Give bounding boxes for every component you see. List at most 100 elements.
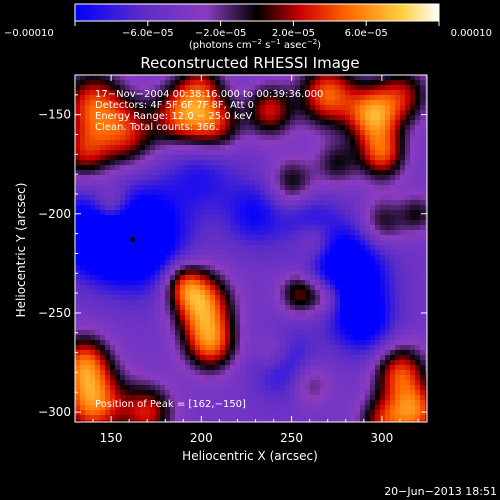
heatmap-cell — [110, 200, 116, 206]
heatmap-cell — [375, 200, 381, 206]
heatmap-cell — [360, 100, 366, 106]
colorbar-tick-label: 2.0e−05 — [272, 28, 315, 39]
heatmap-cell — [225, 420, 231, 422]
heatmap-cell — [395, 365, 401, 371]
heatmap-cell — [350, 75, 356, 81]
heatmap-cell — [265, 155, 271, 161]
heatmap-cell — [180, 280, 186, 286]
heatmap-cell — [320, 400, 326, 406]
heatmap-cell — [380, 390, 386, 396]
heatmap-cell — [315, 150, 321, 156]
heatmap-cell — [350, 235, 356, 241]
heatmap-cell — [115, 120, 121, 126]
heatmap-cell — [405, 275, 411, 281]
heatmap-cell — [220, 380, 226, 386]
heatmap-cell — [225, 230, 231, 236]
heatmap-cell — [315, 400, 321, 406]
heatmap-cell — [200, 275, 206, 281]
heatmap-cell — [330, 205, 336, 211]
heatmap-cell — [150, 90, 156, 96]
heatmap-cell — [240, 95, 246, 101]
heatmap-cell — [90, 290, 96, 296]
heatmap-cell — [85, 175, 91, 181]
heatmap-cell — [185, 205, 191, 211]
heatmap-cell — [150, 180, 156, 186]
heatmap-cell — [120, 225, 126, 231]
heatmap-cell — [295, 125, 301, 131]
heatmap-cell — [415, 220, 421, 226]
heatmap-cell — [210, 80, 216, 86]
heatmap-cell — [135, 180, 141, 186]
heatmap-cell — [335, 235, 341, 241]
heatmap-cell — [180, 205, 186, 211]
heatmap-cell — [375, 250, 381, 256]
heatmap-cell — [175, 125, 181, 131]
heatmap-cell — [255, 205, 261, 211]
heatmap-cell — [155, 145, 161, 151]
heatmap-cell — [360, 210, 366, 216]
heatmap-cell — [145, 420, 151, 422]
heatmap-cell — [415, 75, 421, 81]
heatmap-cell — [290, 320, 296, 326]
heatmap-cell — [350, 280, 356, 286]
heatmap-cell — [165, 380, 171, 386]
heatmap-cell — [315, 310, 321, 316]
heatmap-cell — [120, 245, 126, 251]
heatmap-cell — [190, 170, 196, 176]
heatmap-cell — [330, 340, 336, 346]
heatmap-cell — [260, 135, 266, 141]
heatmap-cell — [240, 355, 246, 361]
heatmap-cell — [290, 150, 296, 156]
heatmap-cell — [380, 185, 386, 191]
heatmap-cell — [95, 110, 101, 116]
heatmap-cell — [320, 220, 326, 226]
heatmap-cell — [225, 365, 231, 371]
heatmap-cell — [315, 280, 321, 286]
heatmap-cell — [145, 285, 151, 291]
heatmap-cell — [95, 275, 101, 281]
heatmap-cell — [225, 90, 231, 96]
heatmap-cell — [310, 210, 316, 216]
heatmap-cell — [255, 185, 261, 191]
heatmap-cell — [250, 185, 256, 191]
heatmap-cell — [125, 165, 131, 171]
heatmap-cell — [335, 310, 341, 316]
heatmap-cell — [180, 195, 186, 201]
heatmap-cell — [305, 180, 311, 186]
heatmap-cell — [375, 370, 381, 376]
heatmap-cell — [375, 305, 381, 311]
heatmap-cell — [420, 280, 426, 286]
heatmap-cell — [230, 255, 236, 261]
heatmap-cell — [380, 170, 386, 176]
heatmap-cell — [340, 170, 346, 176]
heatmap-cell — [270, 330, 276, 336]
heatmap-cell — [410, 245, 416, 251]
heatmap-cell — [170, 215, 176, 221]
heatmap-cell — [280, 265, 286, 271]
heatmap-cell — [125, 310, 131, 316]
heatmap-cell — [230, 335, 236, 341]
heatmap-cell — [300, 220, 306, 226]
heatmap-cell — [420, 175, 426, 181]
heatmap-cell — [245, 260, 251, 266]
heatmap-cell — [410, 410, 416, 416]
heatmap-cell — [180, 180, 186, 186]
heatmap-cell — [360, 200, 366, 206]
heatmap-cell — [330, 215, 336, 221]
heatmap-cell — [240, 255, 246, 261]
heatmap-cell — [310, 330, 316, 336]
heatmap-cell — [395, 355, 401, 361]
heatmap-cell — [415, 160, 421, 166]
heatmap-cell — [330, 245, 336, 251]
heatmap-cell — [315, 80, 321, 86]
heatmap-cell — [305, 185, 311, 191]
heatmap-cell — [390, 80, 396, 86]
heatmap-cell — [120, 335, 126, 341]
heatmap-cell — [80, 290, 86, 296]
heatmap-cell — [355, 265, 361, 271]
heatmap-cell — [385, 375, 391, 381]
heatmap-cell — [300, 300, 306, 306]
heatmap-cell — [320, 335, 326, 341]
heatmap-cell — [345, 175, 351, 181]
heatmap-cell — [155, 365, 161, 371]
